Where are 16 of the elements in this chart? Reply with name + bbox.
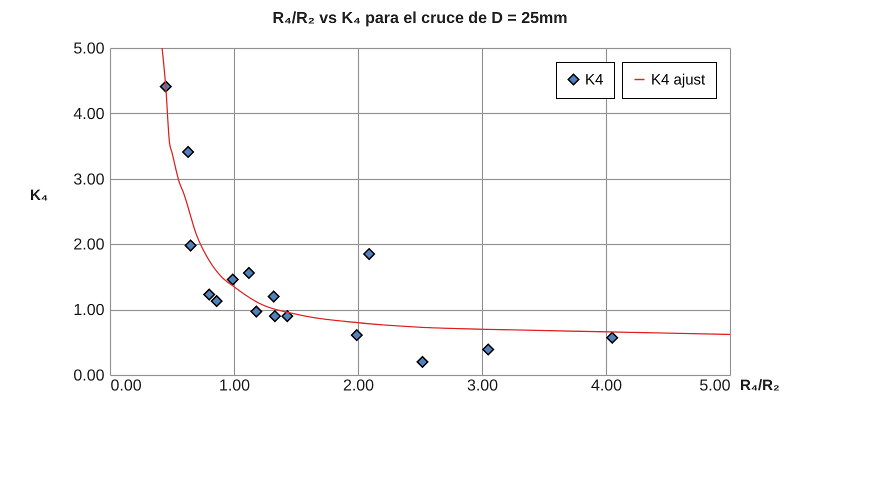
y-tick-label: 5.00 [73,40,105,58]
x-tick-label: 1.00 [218,378,250,394]
y-tick-label: 3.00 [73,171,105,188]
chart-title: R₄/R₂ vs K₄ para el cruce de D = 25mm [272,10,568,27]
y-tick-label: 1.00 [73,302,105,320]
x-tick-label: 2.00 [342,378,374,394]
x-tick-label: 3.00 [466,378,498,394]
x-axis-title: R₄/R₂ [740,377,780,394]
legend-label: K4 [585,72,604,88]
y-tick-label: 4.00 [73,106,105,123]
x-tick-label: 4.00 [590,378,622,394]
y-axis-title: K₄ [30,187,48,204]
y-tick-label: 2.00 [73,236,105,254]
x-tick-label: 0.00 [110,378,142,394]
legend-label: K4 ajust [651,72,706,88]
x-tick-label: 5.00 [699,378,731,394]
